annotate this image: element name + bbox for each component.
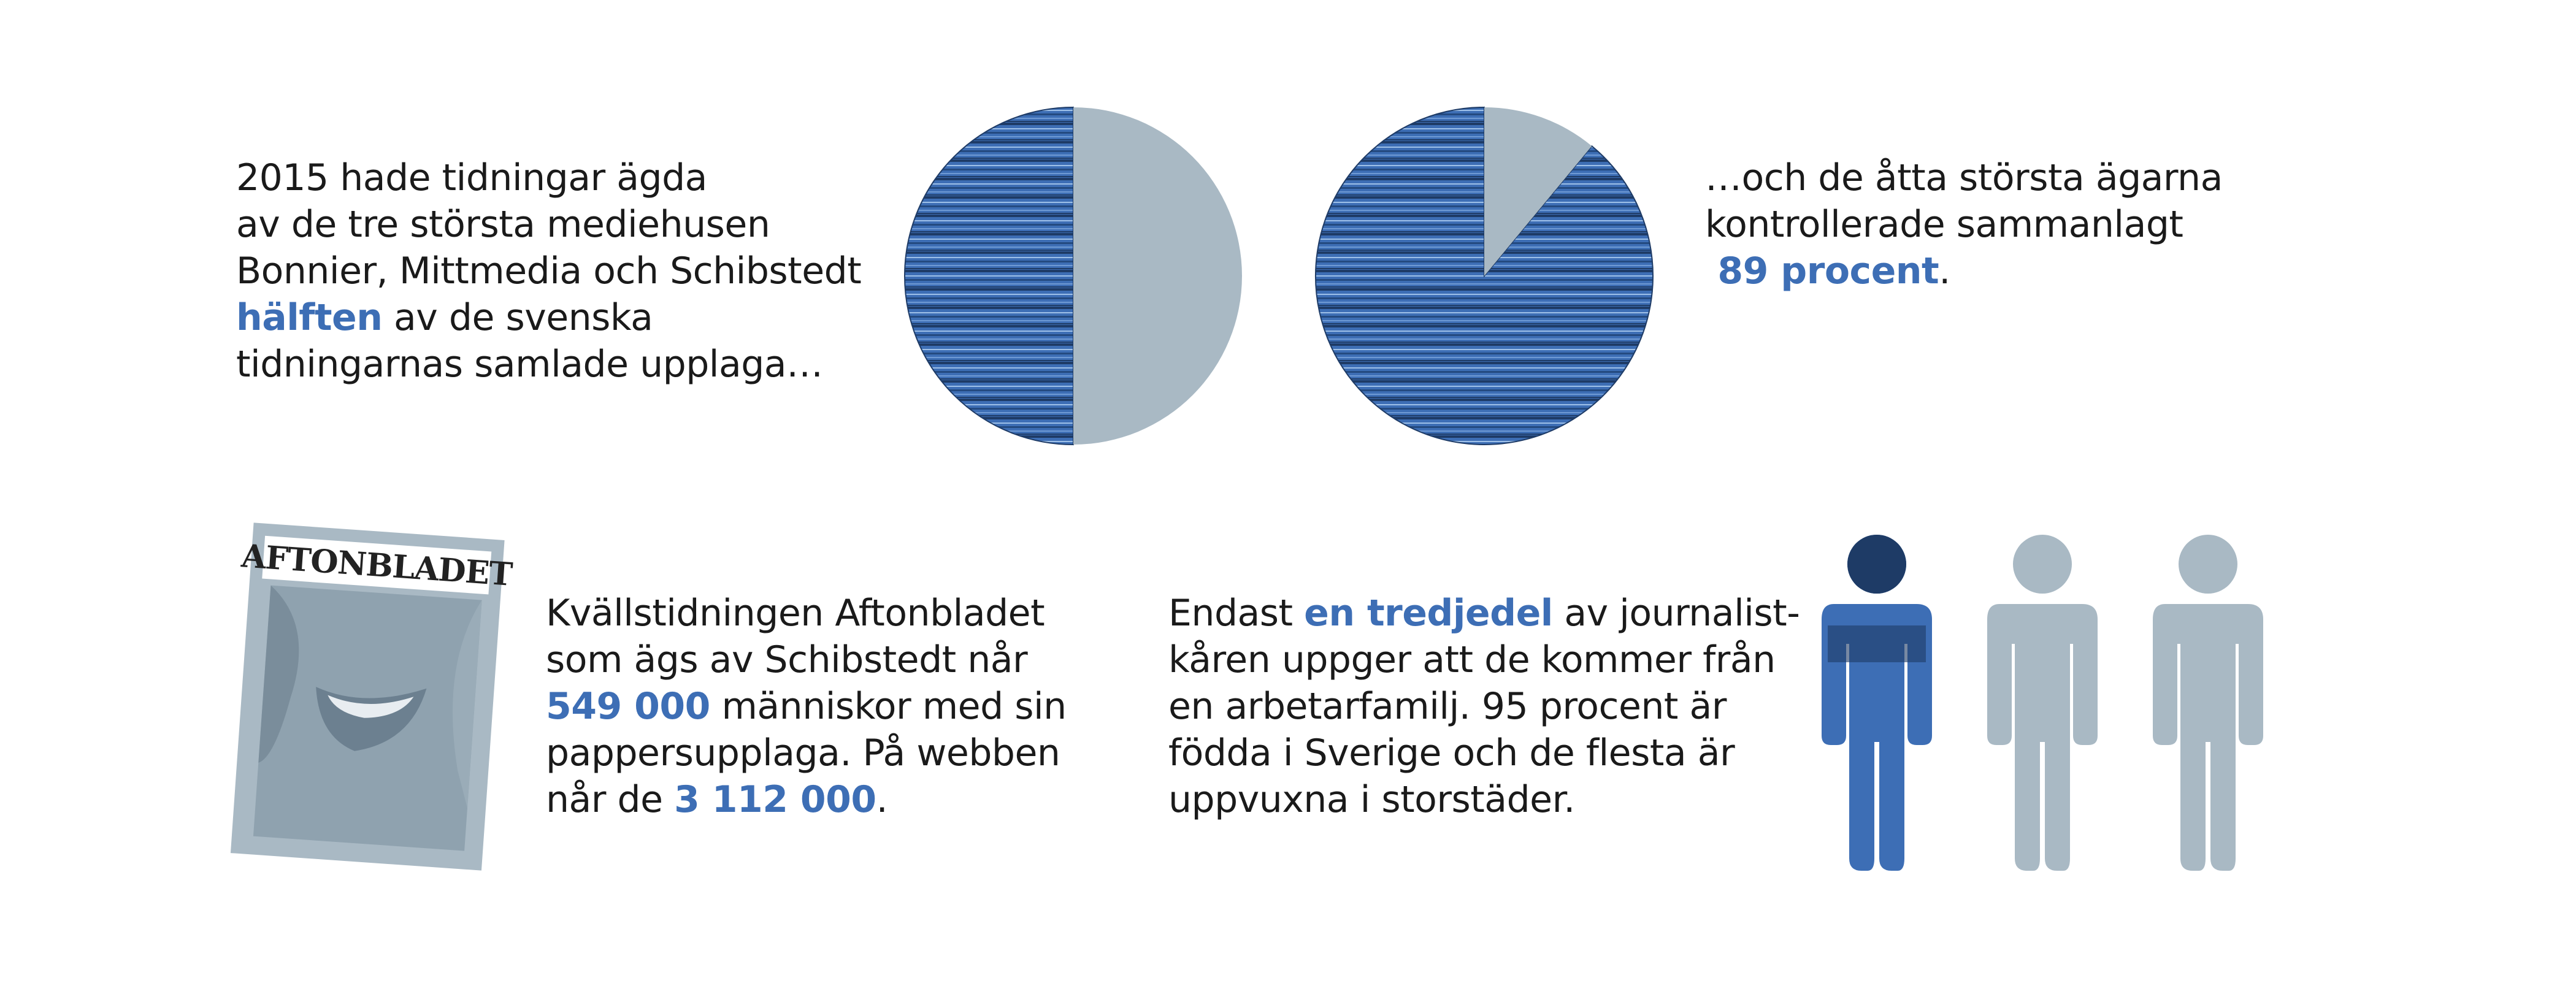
text-line: pappersupplaga. På webben: [546, 732, 1060, 774]
text-line: Bonnier, Mittmedia och Schibstedt: [236, 250, 862, 292]
text-line: hälften av de svenska: [236, 296, 653, 339]
top-left-text: 2015 hade tidningar ägda av de tre störs…: [236, 155, 862, 388]
pie-slice-outline: [904, 106, 1074, 446]
pictogram-journalists: [1822, 535, 2263, 871]
text-line: når de 3 112 000.: [546, 778, 888, 821]
text-line: födda i Sverige och de flesta är: [1168, 732, 1735, 774]
top-right-text: …och de åtta största ägarna kontrollerad…: [1705, 155, 2223, 294]
highlight-half: hälften: [236, 296, 383, 339]
keyboard-texture: [1828, 625, 1926, 662]
person-icon: [1987, 535, 2098, 871]
pie-slice-outline: [1315, 106, 1654, 445]
highlight-one-third: en tredjedel: [1304, 592, 1553, 635]
text-line: 2015 hade tidningar ägda: [236, 156, 707, 199]
text-line: uppvuxna i storstäder.: [1168, 778, 1575, 821]
person-icon: [2153, 535, 2263, 871]
highlight-89-percent: 89 procent: [1705, 250, 1939, 292]
bottom-right-text: Endast en tredjedel av journalist- kåren…: [1168, 590, 1800, 823]
highlight-print-readers: 549 000: [546, 685, 710, 728]
text-line: 549 000 människor med sin: [546, 685, 1067, 728]
text-line: tidningarnas samlade upplaga…: [236, 343, 823, 386]
text-line: en arbetarfamilj. 95 procent är: [1168, 685, 1727, 728]
aftonbladet-cover-icon: AFTONBLADET: [230, 522, 514, 871]
person-head-icon: [1847, 535, 1906, 594]
pie-chart-eight-largest: [1315, 106, 1654, 445]
text-line: …och de åtta största ägarna: [1705, 156, 2223, 199]
text-line: Kvällstidningen Aftonbladet: [546, 592, 1045, 635]
text-line: kåren uppger att de kommer från: [1168, 638, 1776, 681]
pie-slice-other: [1073, 107, 1242, 445]
text-line: kontrollerade sammanlagt: [1705, 203, 2183, 246]
highlight-web-readers: 3 112 000: [674, 778, 876, 821]
pie-slice-other: [1484, 107, 1592, 276]
pie-chart-big-three: [904, 106, 1242, 446]
text-line: 89 procent.: [1705, 250, 1950, 292]
text-line: som ägs av Schibstedt når: [546, 638, 1028, 681]
text-line: av de tre största mediehusen: [236, 203, 770, 246]
bottom-left-text: Kvällstidningen Aftonbladet som ägs av S…: [546, 590, 1067, 823]
pie-slice-owned: [905, 107, 1073, 445]
text-line: Endast en tredjedel av journalist-: [1168, 592, 1800, 635]
